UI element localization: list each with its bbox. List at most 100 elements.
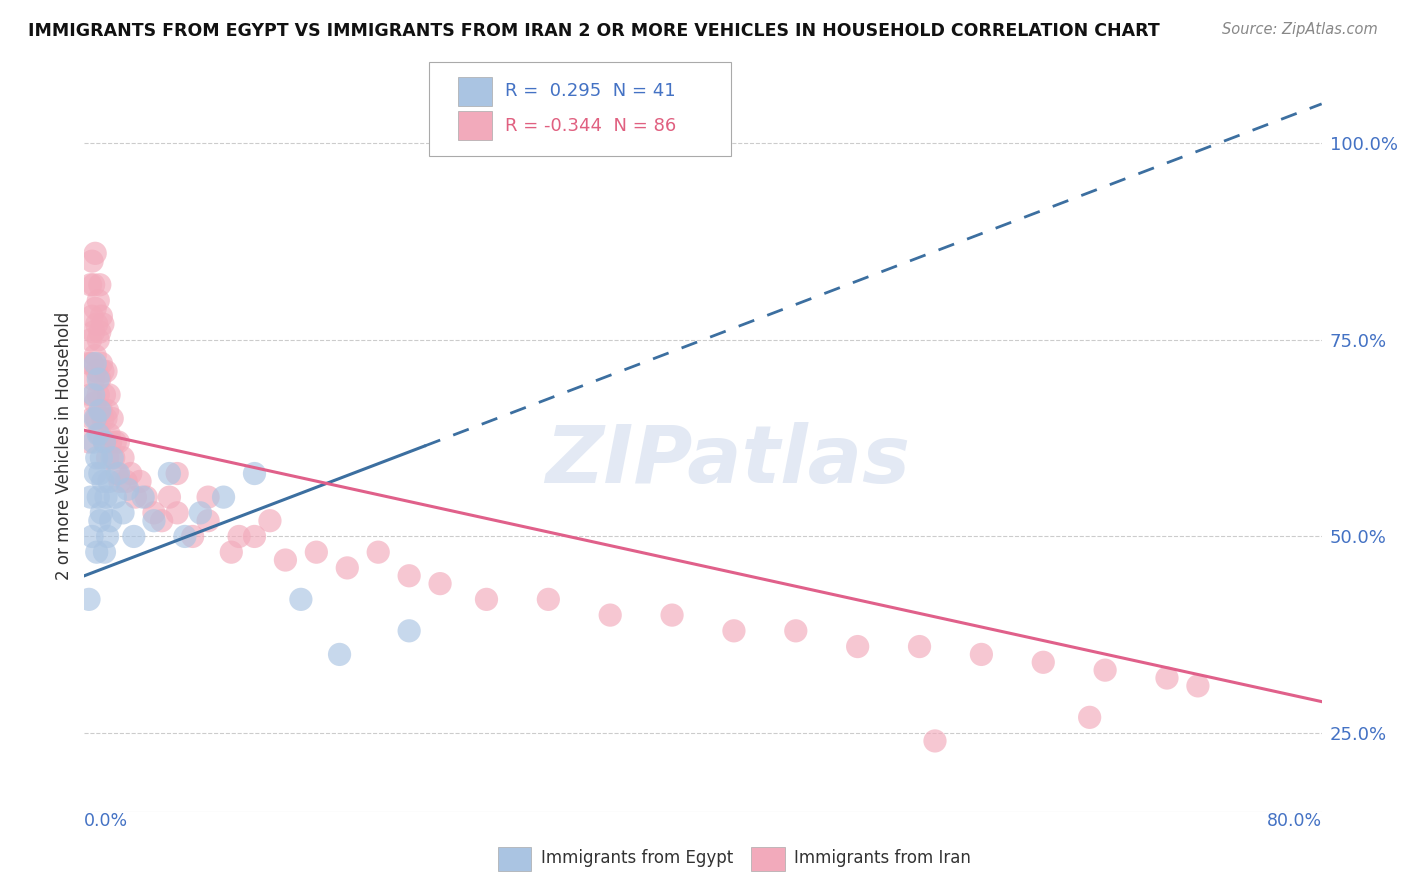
- Point: [143, 514, 166, 528]
- Text: Immigrants from Iran: Immigrants from Iran: [794, 849, 972, 867]
- Point: [89, 467, 111, 481]
- Point: [274, 553, 297, 567]
- Point: [243, 529, 266, 543]
- Point: [112, 450, 135, 465]
- Point: [336, 561, 359, 575]
- Point: [86, 317, 108, 331]
- Point: [104, 490, 127, 504]
- Text: ZIPatlas: ZIPatlas: [546, 422, 910, 500]
- Point: [132, 490, 155, 504]
- Point: [77, 435, 100, 450]
- Point: [174, 529, 197, 543]
- Point: [96, 450, 118, 465]
- Point: [87, 427, 110, 442]
- Point: [98, 388, 121, 402]
- Point: [94, 490, 117, 504]
- Point: [328, 648, 352, 662]
- Text: R = -0.344  N = 86: R = -0.344 N = 86: [505, 117, 676, 135]
- Point: [181, 529, 204, 543]
- Point: [846, 640, 869, 654]
- Text: R =  0.295  N = 41: R = 0.295 N = 41: [505, 82, 675, 101]
- Point: [429, 576, 451, 591]
- Point: [105, 467, 128, 481]
- Point: [96, 529, 118, 543]
- Point: [84, 396, 107, 410]
- Point: [101, 450, 124, 465]
- Point: [398, 624, 420, 638]
- Point: [135, 490, 157, 504]
- Point: [117, 482, 139, 496]
- Point: [723, 624, 745, 638]
- Point: [243, 467, 266, 481]
- Point: [91, 317, 114, 331]
- Point: [259, 514, 281, 528]
- Point: [93, 388, 115, 402]
- Point: [89, 277, 111, 292]
- Point: [84, 301, 107, 316]
- Point: [103, 450, 125, 465]
- Point: [1094, 663, 1116, 677]
- Point: [87, 293, 110, 308]
- Point: [83, 277, 105, 292]
- Point: [98, 475, 121, 489]
- Point: [91, 475, 114, 489]
- Point: [79, 333, 101, 347]
- Point: [93, 545, 115, 559]
- Point: [219, 545, 242, 559]
- Point: [537, 592, 560, 607]
- Point: [475, 592, 498, 607]
- Point: [79, 388, 101, 402]
- Point: [188, 506, 211, 520]
- Point: [89, 427, 111, 442]
- Y-axis label: 2 or more Vehicles in Household: 2 or more Vehicles in Household: [55, 312, 73, 580]
- Text: Source: ZipAtlas.com: Source: ZipAtlas.com: [1222, 22, 1378, 37]
- Point: [94, 364, 117, 378]
- Point: [129, 475, 152, 489]
- Point: [197, 514, 219, 528]
- Point: [86, 364, 108, 378]
- Point: [93, 435, 115, 450]
- Point: [143, 506, 166, 520]
- Point: [100, 435, 122, 450]
- Point: [91, 364, 114, 378]
- Point: [82, 411, 104, 425]
- Point: [101, 411, 124, 425]
- Point: [94, 411, 117, 425]
- Point: [90, 450, 112, 465]
- Point: [1156, 671, 1178, 685]
- Point: [212, 490, 235, 504]
- Point: [100, 514, 122, 528]
- Point: [84, 246, 107, 260]
- Point: [83, 372, 105, 386]
- Point: [86, 545, 108, 559]
- Point: [83, 388, 105, 402]
- Point: [84, 467, 107, 481]
- Point: [79, 277, 101, 292]
- Point: [108, 475, 131, 489]
- Point: [77, 592, 100, 607]
- Point: [89, 325, 111, 339]
- Point: [599, 608, 621, 623]
- Text: IMMIGRANTS FROM EGYPT VS IMMIGRANTS FROM IRAN 2 OR MORE VEHICLES IN HOUSEHOLD CO: IMMIGRANTS FROM EGYPT VS IMMIGRANTS FROM…: [28, 22, 1160, 40]
- Text: 0.0%: 0.0%: [84, 812, 128, 830]
- Point: [367, 545, 389, 559]
- Point: [166, 506, 188, 520]
- Point: [166, 467, 188, 481]
- Point: [661, 608, 683, 623]
- Point: [89, 372, 111, 386]
- Point: [122, 529, 145, 543]
- Point: [87, 490, 110, 504]
- Point: [82, 310, 104, 324]
- Point: [82, 356, 104, 370]
- Point: [159, 467, 180, 481]
- Point: [89, 514, 111, 528]
- Point: [93, 435, 115, 450]
- Point: [1187, 679, 1209, 693]
- Point: [398, 568, 420, 582]
- Point: [90, 403, 112, 417]
- Point: [91, 411, 114, 425]
- Point: [86, 450, 108, 465]
- Point: [90, 310, 112, 324]
- Point: [120, 467, 142, 481]
- Point: [77, 356, 100, 370]
